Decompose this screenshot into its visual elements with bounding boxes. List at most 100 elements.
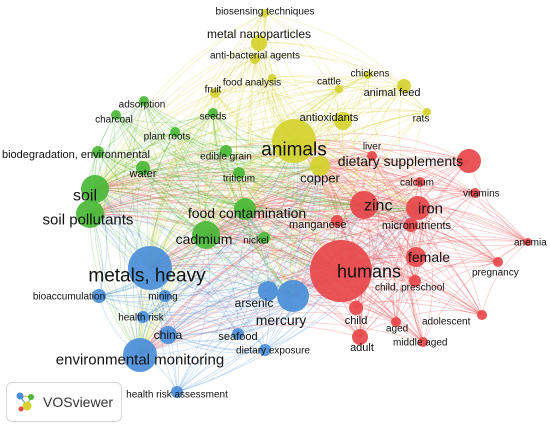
node-humans[interactable] [310, 240, 372, 302]
node-food-contamination[interactable] [234, 198, 256, 220]
label-china[interactable]: china [154, 328, 183, 342]
label-adsorption[interactable]: adsorption [119, 100, 166, 111]
node-edible-grain[interactable] [220, 145, 232, 157]
node-antibacterial[interactable] [250, 54, 260, 64]
node-bioaccumulation[interactable] [92, 289, 106, 303]
label-soil-pollutants[interactable]: soil pollutants [43, 211, 134, 228]
label-triticum[interactable]: triticum [223, 174, 255, 185]
label-adolescent[interactable]: adolescent [422, 317, 471, 328]
label-nickel[interactable]: nickel [243, 236, 269, 247]
label-dietary-exposure[interactable]: dietary exposure [236, 346, 310, 357]
node-biosensing[interactable] [261, 9, 269, 17]
node-biodegradation[interactable] [92, 146, 104, 158]
node-anemia[interactable] [524, 238, 532, 246]
node-cattle[interactable] [335, 85, 343, 93]
node-adult[interactable] [352, 329, 368, 345]
node-food-analysis[interactable] [268, 74, 276, 82]
label-soil[interactable]: soil [73, 188, 97, 205]
label-child[interactable]: child [345, 315, 368, 327]
node-dietary-supplements[interactable] [457, 149, 481, 173]
node-soil[interactable] [81, 175, 109, 203]
label-copper[interactable]: copper [300, 171, 340, 186]
node-seafood[interactable] [232, 328, 244, 340]
label-female[interactable]: female [408, 249, 450, 265]
node-adolescent[interactable] [477, 310, 487, 320]
label-metal-nanoparticles[interactable]: metal nanoparticles [207, 27, 311, 41]
label-humans[interactable]: humans [337, 261, 401, 281]
node-zinc[interactable] [350, 191, 378, 219]
node-soil-pollutants[interactable] [76, 200, 104, 228]
node-metals-heavy[interactable] [128, 246, 172, 290]
label-hra[interactable]: health risk assessment [126, 390, 228, 401]
label-cadmium[interactable]: cadmium [176, 231, 233, 247]
node-middle-aged[interactable] [418, 337, 428, 347]
label-aged[interactable]: aged [386, 324, 408, 335]
node-vitamins[interactable] [470, 188, 480, 198]
node-antioxidants[interactable] [334, 112, 352, 130]
node-micronutrients[interactable] [404, 218, 418, 232]
label-child-preschool[interactable]: child, preschool [375, 283, 444, 294]
node-seeds[interactable] [208, 108, 218, 118]
label-vitamins[interactable]: vitamins [463, 189, 500, 200]
label-env-monitoring[interactable]: environmental monitoring [56, 351, 224, 368]
label-plant-roots[interactable]: plant roots [144, 132, 191, 143]
label-antioxidants[interactable]: antioxidants [300, 112, 359, 124]
node-metal-nanoparticles[interactable] [251, 35, 267, 51]
node-manganese[interactable] [331, 215, 343, 227]
label-edible-grain[interactable]: edible grain [200, 152, 252, 163]
label-food-contamination[interactable]: food contamination [188, 205, 306, 221]
label-seafood[interactable]: seafood [218, 331, 257, 343]
label-charcoal[interactable]: charcoal [95, 115, 133, 126]
label-anemia[interactable]: anemia [514, 238, 547, 249]
label-liver[interactable]: liver [363, 142, 382, 153]
node-cadmium[interactable] [192, 221, 220, 249]
label-middle-aged[interactable]: middle aged [393, 338, 447, 349]
label-cattle[interactable]: cattle [317, 77, 341, 88]
label-biodegradation[interactable]: biodegradation, environmental [2, 149, 150, 161]
label-health-risk[interactable]: health risk [118, 313, 165, 324]
node-env-monitoring[interactable] [123, 338, 157, 372]
label-pregnancy[interactable]: pregnancy [472, 268, 519, 279]
node-copper[interactable] [310, 156, 330, 176]
node-plant-roots[interactable] [170, 127, 180, 137]
node-liver[interactable] [367, 151, 377, 161]
node-china[interactable] [159, 326, 177, 344]
vosviewer-logo[interactable]: VOSviewer [6, 382, 122, 422]
node-aged[interactable] [391, 317, 401, 327]
node-chickens[interactable] [364, 71, 372, 79]
label-adult[interactable]: adult [350, 342, 374, 354]
label-bioaccumulation[interactable]: bioaccumulation [33, 292, 105, 303]
label-calcium[interactable]: calcium [400, 178, 434, 189]
node-animal-feed[interactable] [397, 79, 411, 93]
label-micronutrients[interactable]: micronutrients [382, 220, 452, 232]
label-fruit[interactable]: fruit [205, 85, 222, 96]
label-seeds[interactable]: seeds [200, 112, 227, 123]
node-hra[interactable] [171, 386, 183, 398]
node-child-preschool[interactable] [409, 275, 421, 287]
node-arsenic[interactable] [258, 281, 278, 301]
label-food-analysis[interactable]: food analysis [223, 78, 281, 89]
label-mining[interactable]: mining [148, 292, 177, 303]
node-mining[interactable] [159, 290, 171, 302]
label-animals[interactable]: animals [261, 140, 326, 161]
node-rats[interactable] [423, 108, 431, 116]
label-mercury[interactable]: mercury [256, 312, 307, 328]
label-arsenic[interactable]: arsenic [235, 296, 274, 310]
node-dietary-exposure[interactable] [259, 344, 271, 356]
node-fruit[interactable] [210, 88, 220, 98]
node-iron[interactable] [406, 196, 430, 220]
label-manganese[interactable]: manganese [289, 219, 347, 231]
node-calcium[interactable] [415, 177, 425, 187]
node-nickel[interactable] [258, 232, 270, 244]
node-adsorption[interactable] [139, 96, 149, 106]
label-chickens[interactable]: chickens [351, 69, 390, 80]
node-triticum[interactable] [233, 167, 245, 179]
node-water[interactable] [136, 161, 150, 175]
label-antibacterial[interactable]: anti-bacterial agents [210, 51, 300, 62]
label-zinc[interactable]: zinc [364, 198, 392, 215]
node-animals[interactable] [272, 119, 316, 163]
node-health-risk[interactable] [137, 311, 149, 323]
label-iron[interactable]: iron [418, 200, 443, 217]
label-metals-heavy[interactable]: metals, heavy [88, 266, 206, 287]
label-dietary-supplements[interactable]: dietary supplements [338, 153, 463, 169]
